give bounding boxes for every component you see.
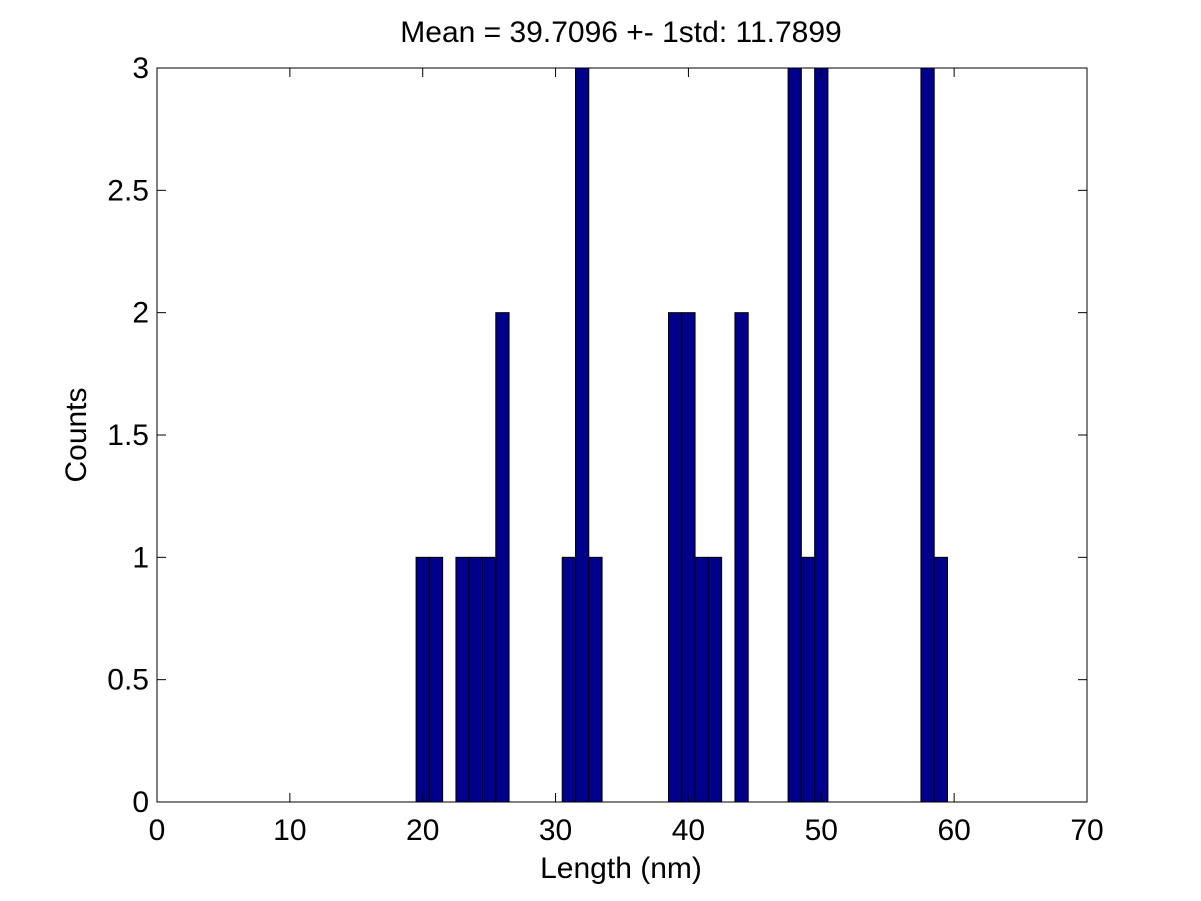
histogram-bar [469, 557, 482, 802]
x-axis-label: Length (nm) [540, 852, 702, 885]
histogram-bar [669, 313, 682, 802]
x-tick-label: 30 [539, 814, 572, 847]
histogram-bar [708, 557, 721, 802]
y-tick-label: 0 [132, 786, 149, 819]
x-tick-label: 0 [149, 814, 166, 847]
histogram-bar [815, 68, 828, 802]
histogram-bar [456, 557, 469, 802]
histogram-bar [429, 557, 442, 802]
x-tick-label: 10 [273, 814, 306, 847]
histogram-bar [576, 68, 589, 802]
tick-labels-group: 0 10 20 30 40 50 60 70 0 0.5 1 1.5 2 2.5 3 [107, 52, 1103, 847]
y-tick-label: 1 [132, 541, 149, 574]
histogram-bar [695, 557, 708, 802]
x-tick-label: 20 [406, 814, 439, 847]
histogram-bar [562, 557, 575, 802]
x-tick-label: 40 [672, 814, 705, 847]
y-tick-label: 2.5 [107, 174, 149, 207]
y-axis-label: Counts [60, 387, 93, 482]
bars-group [416, 68, 947, 802]
x-tick-label: 70 [1070, 814, 1103, 847]
x-tick-label: 60 [937, 814, 970, 847]
histogram-bar [682, 313, 695, 802]
y-tick-label: 3 [132, 52, 149, 85]
histogram-bar [921, 68, 934, 802]
histogram-bar [788, 68, 801, 802]
histogram-bar [589, 557, 602, 802]
x-tick-label: 50 [805, 814, 838, 847]
histogram-bar [483, 557, 496, 802]
y-tick-label: 2 [132, 297, 149, 330]
histogram-bar [934, 557, 947, 802]
histogram-bar [735, 313, 748, 802]
chart-title: Mean = 39.7096 +- 1std: 11.7899 [400, 16, 841, 49]
histogram-bar [416, 557, 429, 802]
histogram-bar [496, 313, 509, 802]
y-tick-label: 1.5 [107, 419, 149, 452]
y-tick-label: 0.5 [107, 664, 149, 697]
histogram-bar [801, 557, 814, 802]
